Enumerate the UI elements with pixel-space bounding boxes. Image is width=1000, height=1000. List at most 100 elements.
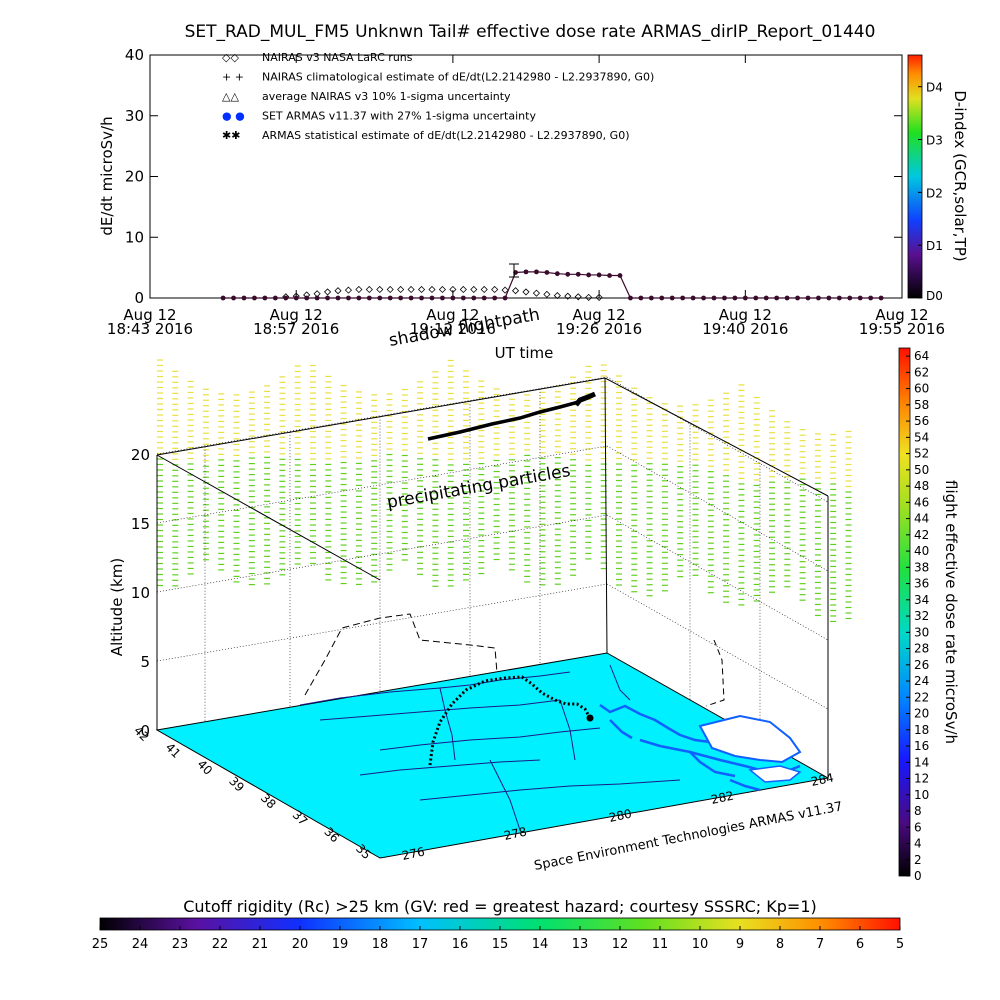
d-index-colorbar	[907, 54, 923, 299]
altitude-tick-label: 15	[131, 515, 150, 533]
altitude-gridline	[156, 445, 608, 524]
legend-label: NAIRAS climatological estimate of dE/dt(…	[262, 71, 654, 84]
altitude-projection-2	[705, 639, 725, 707]
legend-marker: △△	[222, 90, 239, 103]
longitude-axis: 276 278 280 282 284	[401, 770, 835, 862]
dose-tick-label: 16	[914, 739, 929, 753]
armas-point	[377, 295, 383, 301]
dose-tick-label: 56	[914, 414, 929, 428]
armas-point	[565, 271, 571, 277]
dose-tick-label: 6	[914, 820, 922, 834]
nairas-point	[543, 290, 551, 298]
y-axis: 0 10 20 30 40	[125, 46, 902, 307]
cutoff-tick-label: 12	[612, 937, 629, 952]
armas-point	[481, 295, 487, 301]
legend: ◇◇ NAIRAS v3 NASA LaRC runs + + NAIRAS clim…	[222, 51, 654, 142]
nairas-point	[564, 292, 572, 300]
x-axis-label: UT time	[495, 344, 554, 362]
flight-3d-view: shadow flightpath precipitating particle…	[108, 305, 960, 883]
cutoff-rigidity-bar: Cutoff rigidity (Rc) >25 km (GV: red = g…	[92, 897, 904, 952]
armas-point	[690, 295, 696, 301]
dose-colorbar-label: flight effective dose rate microSv/h	[942, 480, 960, 744]
armas-point	[648, 295, 654, 301]
nairas-point	[344, 286, 353, 294]
cutoff-tick-label: 16	[452, 937, 469, 952]
legend-marker: ✱✱	[222, 129, 240, 142]
longitude-tick-label: 280	[608, 806, 633, 824]
armas-point	[534, 269, 539, 275]
altitude-axis: 0 5 10 15 20	[131, 446, 150, 740]
altitude-axis-label: Altitude (km)	[108, 558, 126, 656]
altitude-gridline-right	[606, 514, 829, 641]
armas-point	[659, 295, 665, 301]
armas-point	[628, 295, 633, 301]
armas-point	[460, 295, 466, 301]
state-borders	[299, 664, 681, 831]
nairas-point	[355, 285, 363, 294]
cutoff-tick-label: 24	[132, 937, 149, 952]
x-tick-label-time: 19:12 2016	[410, 320, 496, 338]
altitude-tick-label: 5	[140, 653, 150, 671]
x-tick-label-time: 18:57 2016	[253, 320, 339, 338]
armas-point	[272, 295, 278, 301]
x-tick-label-time: 19:26 2016	[556, 320, 642, 338]
dose-tick-label: 10	[914, 788, 929, 802]
cutoff-tick-label: 19	[332, 937, 349, 952]
armas-point	[868, 295, 874, 301]
dose-tick-label: 34	[914, 593, 929, 607]
cutoff-tick-label: 20	[292, 937, 309, 952]
x-tick-label-date: Aug 12	[719, 306, 772, 324]
armas-point	[722, 295, 727, 301]
armas-point	[826, 295, 832, 301]
dose-tick-label: 20	[914, 707, 929, 721]
nairas-point	[365, 285, 373, 294]
armas-point	[325, 295, 330, 301]
armas-point	[419, 295, 424, 301]
altitude-projection	[304, 613, 498, 696]
x-tick-label-time: 18:43 2016	[107, 320, 193, 338]
armas-point	[492, 295, 498, 301]
nairas-point	[595, 293, 603, 301]
cutoff-tick-label: 23	[172, 937, 189, 952]
nairas-point	[386, 285, 394, 294]
cutoff-tick-label: 21	[252, 937, 269, 952]
armas-point	[283, 295, 289, 301]
cutoff-tick-label: 5	[896, 937, 904, 952]
legend-marker: + +	[222, 71, 244, 84]
nairas-point	[491, 285, 499, 294]
cutoff-tick-label: 25	[92, 937, 109, 952]
armas-point	[262, 295, 268, 301]
armas-point	[763, 295, 769, 301]
armas-point	[607, 273, 612, 278]
d-index-ticks: D0 D1 D2 D3 D4	[918, 81, 943, 303]
d-tick-label: D3	[926, 134, 943, 148]
armas-point	[450, 295, 456, 301]
nairas-point	[334, 287, 342, 295]
box-wireframe	[156, 377, 829, 778]
armas-point	[742, 295, 748, 301]
nairas-point	[553, 292, 561, 300]
chart-title: SET_RAD_MUL_FM5 Unknwn Tail# effective d…	[185, 22, 876, 42]
flight-path-end	[574, 391, 596, 407]
armas-point	[231, 295, 236, 301]
armas-point	[805, 295, 811, 301]
nairas-point	[585, 293, 593, 301]
d-tick-label: D2	[926, 186, 943, 200]
dose-tick-label: 58	[914, 398, 929, 412]
armas-point	[680, 295, 686, 301]
y-tick-label: 0	[134, 289, 144, 307]
armas-point	[346, 295, 351, 301]
dose-tick-label: 50	[914, 463, 929, 477]
armas-point	[471, 295, 477, 301]
dose-tick-label: 8	[914, 804, 922, 818]
legend-marker: ● ●	[222, 110, 245, 123]
cutoff-rigidity-label: Cutoff rigidity (Rc) >25 km (GV: red = g…	[183, 897, 817, 916]
legend-marker: ◇◇	[222, 51, 239, 64]
precipitating-particles	[157, 359, 852, 623]
nairas-point	[376, 285, 384, 294]
nairas-point	[459, 285, 467, 294]
armas-point	[816, 295, 821, 301]
armas-point	[408, 295, 414, 301]
altitude-gridline-right	[606, 376, 829, 503]
altitude-gridline	[156, 514, 608, 593]
